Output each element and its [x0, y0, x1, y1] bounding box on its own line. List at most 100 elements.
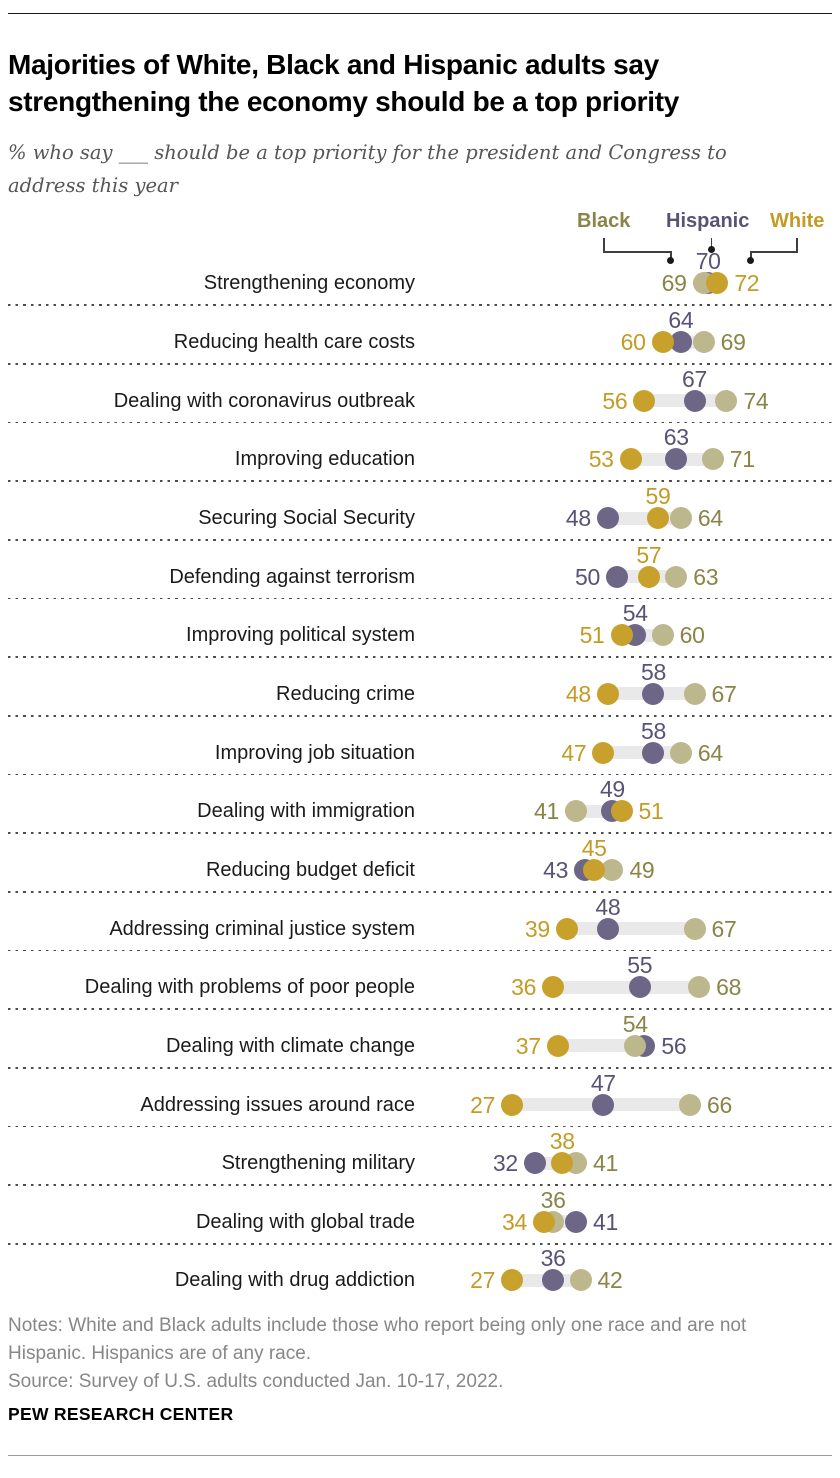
footer-notes: Notes: White and Black adults include th…	[8, 1315, 747, 1364]
dot-black	[651, 624, 674, 647]
value-white: 27	[470, 1091, 496, 1118]
dot-hispanic	[642, 682, 665, 705]
value-hispanic: 55	[627, 952, 653, 979]
value-white: 38	[549, 1128, 575, 1155]
value-hispanic: 36	[540, 1245, 566, 1272]
value-black: 64	[697, 739, 723, 766]
value-white: 39	[524, 915, 550, 942]
value-white: 57	[636, 541, 662, 568]
row-separator	[8, 714, 832, 717]
dot-white	[637, 565, 660, 588]
value-white: 60	[620, 329, 646, 356]
row-label: Dealing with global trade	[195, 1210, 415, 1233]
dot-white	[551, 1152, 574, 1175]
dot-white	[501, 1093, 524, 1116]
chart-row: Improving education 53 63 71	[0, 423, 840, 483]
dot-hispanic	[542, 1269, 565, 1292]
row-label: Reducing budget deficit	[205, 858, 415, 881]
dot-hispanic	[642, 741, 665, 764]
chart-row: Reducing crime 48 58 67	[0, 658, 840, 717]
dot-white	[533, 1210, 556, 1233]
value-hispanic: 49	[599, 776, 625, 803]
row-label: Improving education	[234, 448, 415, 471]
dot-hispanic	[592, 1093, 615, 1116]
row-label: Dealing with coronavirus outbreak	[113, 389, 415, 412]
dot-hispanic	[596, 917, 619, 940]
chart-row: Defending against terrorism 50 57 63	[0, 541, 840, 600]
dot-hispanic	[669, 331, 692, 354]
chart-row: Improving political system 51 54 60	[0, 599, 840, 659]
range-bar	[557, 1039, 645, 1053]
dot-black	[683, 917, 706, 940]
value-hispanic: 70	[695, 248, 721, 275]
dot-black	[601, 858, 624, 881]
value-black: 60	[679, 622, 705, 649]
value-hispanic: 41	[592, 1208, 618, 1235]
value-white: 45	[581, 834, 607, 861]
value-black: 36	[540, 1186, 566, 1213]
value-black: 69	[661, 270, 687, 297]
legend-leader-white	[750, 251, 752, 259]
chart-row: Strengthening economy 69 70 72	[0, 247, 840, 307]
legend-label-white: White	[770, 210, 825, 232]
value-white: 59	[645, 483, 671, 509]
legend-leader-white	[750, 251, 798, 253]
dot-white	[647, 507, 670, 529]
row-separator	[8, 773, 832, 776]
value-hispanic: 43	[543, 856, 569, 883]
value-black: 66	[706, 1091, 732, 1118]
value-black: 63	[693, 563, 719, 590]
row-label: Reducing health care costs	[173, 331, 415, 354]
legend-pointer-dot-hispanic	[707, 246, 715, 253]
value-hispanic: 48	[565, 505, 591, 531]
row-separator	[8, 1066, 832, 1069]
value-hispanic: 58	[640, 658, 666, 685]
dot-hispanic	[628, 976, 651, 999]
value-black: 64	[697, 505, 723, 531]
row-separator	[8, 480, 832, 483]
dot-white	[610, 624, 633, 647]
value-black: 42	[597, 1267, 623, 1294]
row-label: Strengthening military	[221, 1152, 415, 1175]
value-hispanic: 63	[663, 424, 689, 451]
value-black: 67	[711, 680, 737, 707]
dot-black	[688, 976, 711, 999]
row-label: Strengthening economy	[203, 272, 415, 295]
row-separator	[8, 1008, 832, 1010]
value-white: 48	[565, 680, 591, 707]
row-separator	[8, 597, 832, 600]
row-label: Improving job situation	[214, 741, 415, 764]
dot-hispanic	[564, 1210, 587, 1233]
chart-row: Addressing issues around race 27 47 66	[0, 1069, 840, 1128]
value-hispanic: 64	[668, 307, 694, 334]
value-hispanic: 58	[640, 717, 666, 744]
dot-white	[555, 917, 578, 940]
chart-row: Dealing with problems of poor people 36 55…	[0, 951, 840, 1010]
row-label: Addressing criminal justice system	[109, 917, 415, 940]
dot-hispanic	[606, 565, 628, 588]
dot-white	[583, 858, 606, 881]
value-hispanic: 50	[575, 563, 600, 590]
legend-pointer-dot-white	[747, 257, 754, 264]
dot-black	[683, 682, 706, 705]
dot-hispanic	[683, 389, 706, 412]
value-white: 37	[515, 1032, 541, 1059]
legend-leader-black	[670, 251, 672, 259]
value-black: 49	[629, 856, 655, 883]
chart-row: Reducing health care costs 60 64 69	[0, 306, 840, 365]
row-separator	[8, 949, 832, 952]
legend-pointer-dot-black	[667, 257, 674, 264]
value-white: 36	[511, 974, 537, 1001]
value-white: 53	[588, 446, 614, 473]
dot-white	[610, 800, 633, 823]
dot-white	[592, 741, 615, 764]
dot-black	[701, 448, 724, 471]
row-label: Defending against terrorism	[169, 565, 415, 588]
legend-leader-black	[603, 251, 671, 253]
row-separator	[8, 832, 832, 835]
value-black: 41	[592, 1150, 618, 1177]
dot-black	[624, 1034, 647, 1057]
value-white: 47	[561, 739, 587, 766]
row-label: Dealing with climate change	[165, 1034, 415, 1057]
